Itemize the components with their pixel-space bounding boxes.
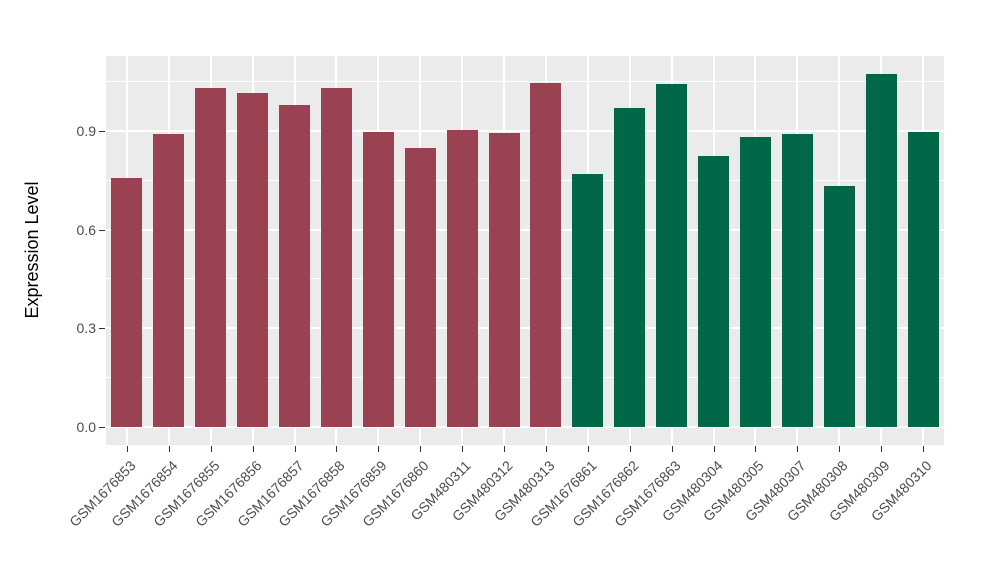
x-tick-mark [587,446,589,452]
x-tick-mark [504,446,506,452]
bar-GSM1676858 [320,87,352,427]
gridline-minor [106,377,944,379]
bar-GSM1676860 [404,148,436,427]
x-tick-mark [336,446,338,452]
gridline-minor [106,278,944,280]
y-tick-mark [99,130,105,132]
x-tick-mark [839,446,841,452]
bar-GSM1676862 [614,107,646,427]
bar-GSM480310 [907,131,939,427]
y-tick-mark [99,427,105,428]
x-tick-mark [294,446,296,452]
y-tick-mark [99,328,105,330]
gridline-minor [106,81,944,83]
bar-GSM480304 [698,155,730,427]
x-tick-mark [713,446,715,452]
bar-GSM1676857 [279,104,311,427]
bar-GSM480307 [781,134,813,427]
x-tick-mark [923,446,925,452]
x-tick-mark [755,446,757,452]
bar-GSM480308 [823,185,855,427]
bar-GSM480313 [530,82,562,427]
bar-GSM1676855 [195,87,227,427]
x-tick-mark [378,446,380,452]
bar-GSM480305 [739,136,771,427]
y-tick-label: 0.3 [76,320,96,337]
gridline-major [106,426,944,428]
y-tick-label: 0.0 [76,419,96,435]
gridline-major [106,129,944,132]
x-tick-mark [126,446,128,452]
x-tick-mark [629,446,631,452]
bar-GSM1676853 [111,178,143,427]
x-tick-mark [462,446,464,452]
gridline-major [106,327,944,330]
bar-GSM480309 [865,74,897,427]
y-tick-label: 0.9 [76,122,96,139]
plot-panel [106,56,944,445]
bar-GSM1676863 [656,83,688,427]
bar-GSM1676856 [237,92,269,427]
gridline-major [106,228,944,231]
bar-GSM1676861 [572,174,604,427]
y-axis-title: Expression Level [22,181,42,319]
x-tick-mark [168,446,170,452]
x-tick-mark [797,446,799,452]
x-tick-mark [420,446,422,452]
x-tick-mark [881,446,883,452]
bar-GSM1676854 [153,133,185,427]
bar-GSM480312 [488,132,520,427]
x-tick-mark [545,446,547,452]
bar-GSM480311 [446,129,478,427]
y-tick-mark [99,229,105,231]
x-tick-mark [671,446,673,452]
x-tick-mark [210,446,212,452]
x-tick-mark [252,446,254,452]
bar-GSM1676859 [362,131,394,427]
gridline-minor [106,179,944,181]
y-tick-label: 0.6 [76,221,96,238]
